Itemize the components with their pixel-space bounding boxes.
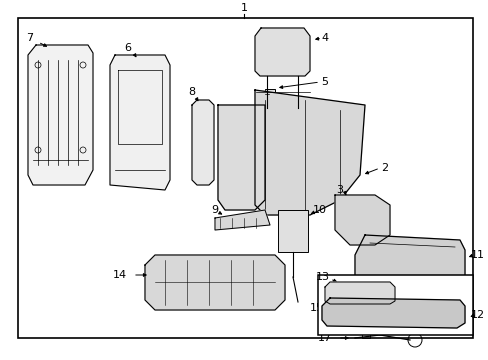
Text: 9: 9	[211, 205, 218, 215]
Bar	[278, 210, 307, 252]
Polygon shape	[218, 105, 264, 210]
Polygon shape	[28, 45, 93, 185]
Text: 2: 2	[381, 163, 388, 173]
Polygon shape	[354, 235, 464, 295]
Text: 5: 5	[321, 77, 328, 87]
Bar	[361, 330, 369, 338]
Polygon shape	[334, 195, 389, 245]
Bar	[18, 18, 472, 338]
Text: 16: 16	[420, 303, 434, 313]
Text: 10: 10	[312, 205, 326, 215]
Bar	[317, 275, 472, 335]
Text: 13: 13	[315, 272, 329, 282]
Polygon shape	[145, 255, 285, 310]
Text: 12: 12	[470, 310, 484, 320]
Text: 3: 3	[336, 185, 343, 195]
Text: 8: 8	[188, 87, 195, 97]
Text: 1: 1	[240, 3, 247, 13]
Polygon shape	[110, 55, 170, 190]
Text: 14: 14	[113, 270, 127, 280]
Polygon shape	[321, 298, 464, 328]
Polygon shape	[325, 282, 394, 304]
Polygon shape	[192, 100, 214, 185]
Bar	[264, 89, 274, 103]
Text: 4: 4	[321, 33, 328, 43]
Bar	[345, 304, 356, 314]
Text: 15: 15	[309, 303, 324, 313]
Text: 6: 6	[124, 43, 131, 53]
Polygon shape	[254, 28, 309, 76]
Polygon shape	[254, 90, 364, 215]
Text: 11: 11	[470, 250, 484, 260]
Text: 17: 17	[317, 333, 331, 343]
Text: 7: 7	[26, 33, 34, 43]
Polygon shape	[215, 210, 269, 230]
